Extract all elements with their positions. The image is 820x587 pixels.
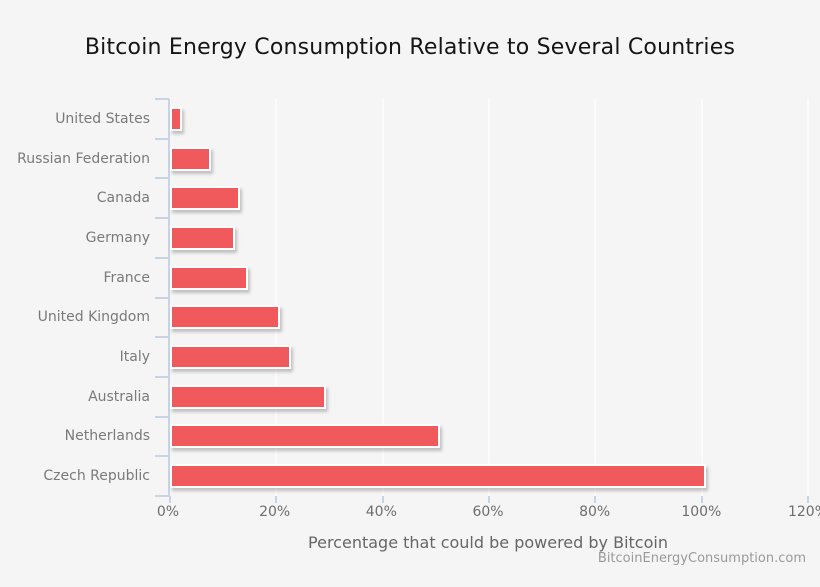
y-axis-tick [155, 336, 169, 339]
category-label-russian-federation: Russian Federation [17, 150, 150, 167]
x-tick-label-20%: 20% [259, 504, 291, 520]
bar-netherlands [170, 424, 440, 449]
gridline-40% [381, 99, 384, 496]
bar-germany [170, 225, 236, 250]
bar-united-kingdom [170, 305, 281, 330]
gridline-20% [275, 99, 278, 496]
gridline-120% [807, 99, 809, 496]
bar-canada [170, 186, 241, 211]
chart-row-russian-federation: Russian Federation [17, 139, 808, 179]
category-label-united-states: United States [55, 110, 150, 127]
x-axis-tick-20% [275, 496, 278, 503]
x-tick-label-0%: 0% [156, 504, 180, 520]
gridline-60% [488, 99, 490, 496]
category-label-italy: Italy [119, 348, 150, 365]
gridline-80% [594, 99, 597, 496]
category-label-france: France [103, 269, 150, 286]
y-axis-tick [155, 137, 169, 140]
category-label-netherlands: Netherlands [64, 428, 150, 445]
category-label-czech-republic: Czech Republic [43, 468, 150, 485]
x-axis-tick-60% [488, 496, 490, 503]
bar-united-states [170, 106, 182, 131]
category-label-united-kingdom: United Kingdom [37, 309, 150, 326]
watermark-source-link[interactable]: BitcoinEnergyConsumption.com [597, 551, 806, 566]
y-axis-tick [155, 495, 169, 497]
bar-czech-republic [170, 464, 706, 489]
y-axis-tick [155, 455, 169, 458]
y-axis-tick [155, 177, 169, 180]
bar-russian-federation [170, 146, 212, 171]
x-tick-label-120%: 120% [787, 504, 820, 520]
x-axis-tick-120% [807, 496, 809, 503]
x-axis-tick-80% [594, 496, 597, 503]
y-axis-tick [155, 98, 169, 100]
y-axis-tick [155, 217, 169, 220]
chart-row-canada: Canada [97, 178, 808, 218]
x-axis-tick-labels: 0% 20% 40% 60% 80% 100% 120% [157, 504, 820, 522]
x-tick-label-60%: 60% [472, 504, 504, 520]
category-label-canada: Canada [96, 190, 150, 207]
x-tick-label-40%: 40% [365, 504, 397, 520]
x-tick-label-100%: 100% [681, 504, 722, 520]
chart-title: Bitcoin Energy Consumption Relative to S… [84, 35, 736, 60]
chart-row-united-states: United States [55, 99, 808, 139]
chart-row-germany: Germany [86, 218, 808, 258]
bar-italy [170, 344, 291, 369]
chart-row-czech-republic: Czech Republic [43, 456, 808, 496]
bars-layer: United States Russian Federation Canada Ger… [17, 99, 808, 496]
y-axis-tick [155, 415, 169, 418]
chart-row-france: France [103, 258, 808, 298]
x-axis-tick-40% [381, 496, 384, 503]
bar-australia [170, 384, 326, 409]
plot-area: United States Russian Federation Canada Ger… [17, 98, 809, 503]
y-axis-tick [155, 296, 169, 299]
x-axis-title: Percentage that could be powered by Bitc… [308, 533, 668, 552]
x-tick-label-80%: 80% [579, 504, 611, 520]
gridline-100% [700, 99, 703, 496]
x-axis-tick-100% [700, 496, 703, 503]
category-label-australia: Australia [88, 388, 150, 405]
y-axis-tick [155, 375, 169, 378]
chart-row-italy: Italy [120, 337, 808, 377]
chart-row-australia: Australia [88, 377, 808, 417]
chart-row-netherlands: Netherlands [65, 417, 808, 457]
category-label-germany: Germany [85, 229, 150, 246]
bar-france [170, 265, 249, 290]
x-axis-tick-0% [169, 496, 171, 503]
y-axis-tick [155, 256, 169, 259]
chart-row-united-kingdom: United Kingdom [38, 297, 808, 337]
